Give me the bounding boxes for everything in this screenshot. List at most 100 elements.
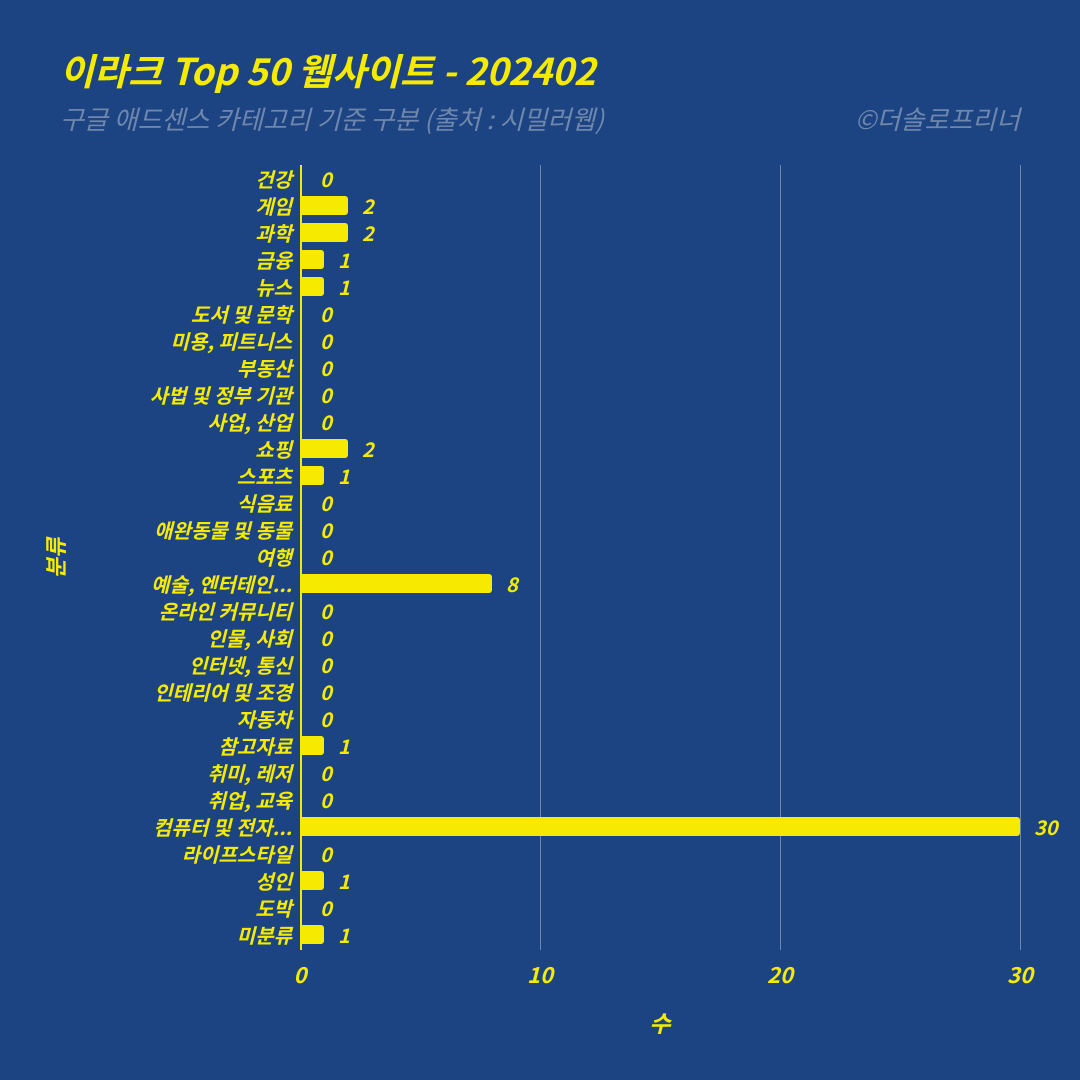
category-label: 스포츠 [237, 462, 300, 489]
gridline [1020, 165, 1021, 950]
bar-row: 도서 및 문학0 [300, 300, 1020, 327]
x-tick-label: 0 [294, 958, 307, 990]
value-label: 0 [320, 300, 332, 327]
value-label: 0 [320, 327, 332, 354]
value-label: 1 [338, 246, 350, 273]
bar-row: 부동산0 [300, 354, 1020, 381]
bar-row: 미용, 피트니스0 [300, 327, 1020, 354]
value-label: 8 [506, 570, 518, 597]
bar-row: 금융1 [300, 246, 1020, 273]
category-label: 인터넷, 통신 [189, 651, 300, 678]
bar-chart: 0102030수분류건강0게임2과학2금융1뉴스1도서 및 문학0미용, 피트니… [300, 165, 1020, 950]
x-axis-label: 수 [649, 1005, 670, 1039]
category-label: 인물, 사회 [207, 624, 300, 651]
bar-row: 스포츠1 [300, 462, 1020, 489]
value-label: 0 [320, 381, 332, 408]
category-label: 애완동물 및 동물 [154, 516, 300, 543]
category-label: 쇼핑 [255, 435, 300, 462]
bar-row: 미분류1 [300, 921, 1020, 948]
bar-row: 취업, 교육0 [300, 786, 1020, 813]
category-label: 라이프스타일 [182, 840, 300, 867]
category-label: 뉴스 [255, 273, 300, 300]
bar-row: 뉴스1 [300, 273, 1020, 300]
category-label: 도서 및 문학 [191, 300, 300, 327]
x-tick-label: 20 [767, 958, 793, 990]
x-tick-label: 30 [1007, 958, 1033, 990]
category-label: 취미, 레저 [207, 759, 300, 786]
bar-row: 애완동물 및 동물0 [300, 516, 1020, 543]
value-label: 2 [362, 435, 374, 462]
bar [300, 196, 348, 215]
bar-row: 온라인 커뮤니티0 [300, 597, 1020, 624]
bar-row: 인테리어 및 조경0 [300, 678, 1020, 705]
category-label: 과학 [255, 219, 300, 246]
bar [300, 736, 324, 755]
category-label: 참고자료 [218, 732, 300, 759]
bar-row: 식음료0 [300, 489, 1020, 516]
value-label: 0 [320, 651, 332, 678]
bar [300, 223, 348, 242]
category-label: 식음료 [237, 489, 300, 516]
value-label: 0 [320, 786, 332, 813]
chart-canvas: 이라크 Top 50 웹사이트 - 202402 구글 애드센스 카테고리 기준… [0, 0, 1080, 1080]
bar-row: 자동차0 [300, 705, 1020, 732]
bar [300, 817, 1020, 836]
value-label: 1 [338, 921, 350, 948]
bar-row: 과학2 [300, 219, 1020, 246]
bar-row: 예술, 엔터테인...8 [300, 570, 1020, 597]
value-label: 0 [320, 597, 332, 624]
page-subtitle: 구글 애드센스 카테고리 기준 구분 (출처 : 시밀러웹) [60, 100, 604, 137]
bar-row: 인터넷, 통신0 [300, 651, 1020, 678]
bar [300, 574, 492, 593]
category-label: 건강 [255, 165, 300, 192]
value-label: 0 [320, 354, 332, 381]
value-label: 30 [1034, 813, 1058, 840]
category-label: 여행 [255, 543, 300, 570]
category-label: 미용, 피트니스 [171, 327, 300, 354]
bar-row: 쇼핑2 [300, 435, 1020, 462]
page-title: 이라크 Top 50 웹사이트 - 202402 [60, 42, 595, 96]
category-label: 사법 및 정부 기관 [150, 381, 300, 408]
bar [300, 250, 324, 269]
y-axis-label: 분류 [39, 537, 71, 577]
category-label: 금융 [255, 246, 300, 273]
category-label: 부동산 [237, 354, 300, 381]
value-label: 1 [338, 462, 350, 489]
value-label: 0 [320, 624, 332, 651]
bar-row: 컴퓨터 및 전자...30 [300, 813, 1020, 840]
value-label: 0 [320, 894, 332, 921]
category-label: 자동차 [237, 705, 300, 732]
bar-row: 건강0 [300, 165, 1020, 192]
value-label: 2 [362, 192, 374, 219]
bar [300, 466, 324, 485]
category-label: 온라인 커뮤니티 [159, 597, 300, 624]
bar [300, 439, 348, 458]
category-label: 성인 [255, 867, 300, 894]
bar-row: 성인1 [300, 867, 1020, 894]
credit-label: ©더솔로프리너 [855, 100, 1020, 137]
value-label: 1 [338, 867, 350, 894]
bar-row: 라이프스타일0 [300, 840, 1020, 867]
category-label: 인테리어 및 조경 [154, 678, 300, 705]
category-label: 도박 [255, 894, 300, 921]
value-label: 0 [320, 678, 332, 705]
value-label: 0 [320, 516, 332, 543]
category-label: 취업, 교육 [207, 786, 300, 813]
bar [300, 871, 324, 890]
bar [300, 925, 324, 944]
category-label: 게임 [255, 192, 300, 219]
bar-row: 게임2 [300, 192, 1020, 219]
value-label: 2 [362, 219, 374, 246]
value-label: 0 [320, 489, 332, 516]
bar [300, 277, 324, 296]
value-label: 1 [338, 732, 350, 759]
bar-row: 취미, 레저0 [300, 759, 1020, 786]
bar-row: 여행0 [300, 543, 1020, 570]
bar-row: 사업, 산업0 [300, 408, 1020, 435]
value-label: 0 [320, 543, 332, 570]
category-label: 컴퓨터 및 전자... [153, 813, 300, 840]
value-label: 1 [338, 273, 350, 300]
value-label: 0 [320, 759, 332, 786]
bar-row: 참고자료1 [300, 732, 1020, 759]
bar-row: 사법 및 정부 기관0 [300, 381, 1020, 408]
